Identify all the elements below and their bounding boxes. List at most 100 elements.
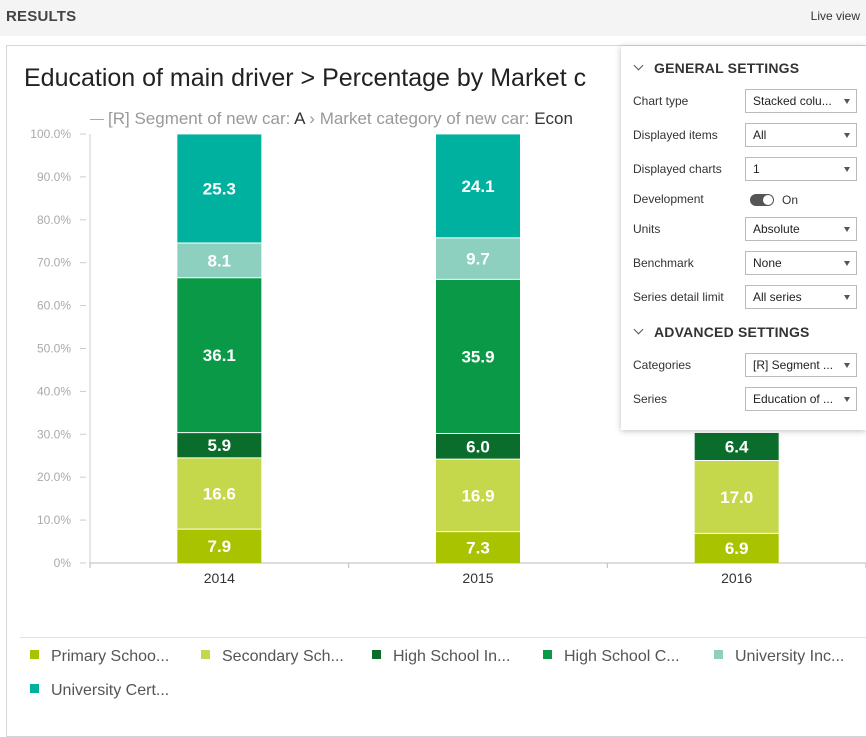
data-label: 5.9 <box>208 436 232 455</box>
general-settings-heading[interactable]: GENERAL SETTINGS <box>633 60 800 76</box>
y-tick-label: 70.0% <box>37 256 71 270</box>
benchmark-select[interactable]: None <box>745 251 857 275</box>
y-tick-label: 40.0% <box>37 384 71 398</box>
x-tick-label: 2014 <box>204 570 235 586</box>
results-title: RESULTS <box>6 8 77 25</box>
legend-label: University Inc... <box>735 648 845 665</box>
development-toggle[interactable] <box>750 194 774 206</box>
y-tick-label: 30.0% <box>37 427 71 441</box>
legend-divider <box>20 637 866 638</box>
dropdown-caret-icon <box>844 99 850 104</box>
legend-label: High School In... <box>393 648 511 665</box>
legend-swatch <box>30 684 39 694</box>
legend-swatch <box>372 650 381 660</box>
subtitle-series-value: Econ <box>534 109 573 128</box>
bar-segment <box>436 279 520 434</box>
benchmark-value: None <box>753 256 782 270</box>
y-tick-label: 50.0% <box>37 342 71 356</box>
live-view-link[interactable]: Live view <box>810 9 860 23</box>
legend-swatch <box>543 650 552 660</box>
chevron-down-icon <box>633 324 644 335</box>
categories-value: [R] Segment ... <box>753 358 834 372</box>
data-label: 6.9 <box>725 539 749 558</box>
legend-label: Secondary Sch... <box>222 648 344 665</box>
series-select[interactable]: Education of ... <box>745 387 857 411</box>
data-label: 8.1 <box>208 251 232 270</box>
bar-segment <box>177 457 262 530</box>
y-tick-label: 60.0% <box>37 299 71 313</box>
bar-segment <box>436 134 520 238</box>
legend-item[interactable]: High School C... <box>543 648 680 666</box>
bar-segment <box>177 134 262 243</box>
data-label: 35.9 <box>461 347 494 366</box>
bar-segment <box>694 460 779 534</box>
data-label: 6.4 <box>725 438 749 457</box>
data-label: 7.3 <box>466 538 490 557</box>
bar-segment <box>694 533 779 563</box>
legend-swatch <box>30 650 39 660</box>
legend-item[interactable]: High School In... <box>372 648 510 666</box>
series-value: Education of ... <box>753 392 834 406</box>
legend-swatch <box>201 650 210 660</box>
general-settings-label: GENERAL SETTINGS <box>654 60 800 76</box>
bar-segment <box>436 237 520 280</box>
legend-item[interactable]: University Cert... <box>30 682 169 700</box>
dropdown-caret-icon <box>844 167 850 172</box>
dropdown-caret-icon <box>844 295 850 300</box>
units-label: Units <box>633 222 661 236</box>
displayed-items-select[interactable]: All <box>745 123 857 147</box>
bar-segment <box>694 433 779 461</box>
displayed-charts-label: Displayed charts <box>633 162 722 176</box>
settings-panel: GENERAL SETTINGS Chart type Stacked colu… <box>621 46 866 430</box>
chart-title: Education of main driver > Percentage by… <box>24 64 587 92</box>
dropdown-caret-icon <box>844 363 850 368</box>
y-tick-label: 80.0% <box>37 213 71 227</box>
series-label: Series <box>633 392 668 406</box>
bar-segment <box>177 432 262 458</box>
advanced-settings-heading[interactable]: ADVANCED SETTINGS <box>633 324 810 340</box>
development-toggle-state: On <box>782 193 799 207</box>
y-tick-label: 0% <box>54 556 72 570</box>
stacked-column-chart: 0% 10.0% 20.0% 30.0% 40.0% 50.0% 60.0% 70.0% 80.… <box>30 127 866 586</box>
chart-subtitle: [R] Segment of new car: A › Market categ… <box>90 109 573 129</box>
legend-item[interactable]: Secondary Sch... <box>201 648 344 666</box>
units-select[interactable]: Absolute <box>745 217 857 241</box>
dropdown-caret-icon <box>844 227 850 232</box>
displayed-charts-select[interactable]: 1 <box>745 157 857 181</box>
x-tick-label: 2015 <box>462 570 493 586</box>
bar-segment <box>436 459 520 532</box>
data-label: 16.9 <box>461 486 494 505</box>
y-tick-label: 10.0% <box>37 513 71 527</box>
legend-label: University Cert... <box>51 682 170 699</box>
displayed-items-value: All <box>753 128 767 142</box>
chart-type-value: Stacked colu... <box>753 94 832 108</box>
chevron-down-icon <box>633 60 644 71</box>
y-tick-label: 20.0% <box>37 470 71 484</box>
categories-select[interactable]: [R] Segment ... <box>745 353 857 377</box>
y-tick-label: 100.0% <box>30 127 71 141</box>
data-label: 24.1 <box>461 177 494 196</box>
data-label: 6.0 <box>466 437 490 456</box>
series-detail-limit-select[interactable]: All series <box>745 285 857 309</box>
dropdown-caret-icon <box>844 261 850 266</box>
chart-type-select[interactable]: Stacked colu... <box>745 89 857 113</box>
legend-label: High School C... <box>564 648 680 665</box>
units-value: Absolute <box>753 222 800 236</box>
series-detail-limit-value: All series <box>753 290 802 304</box>
legend-item[interactable]: University Inc... <box>714 648 844 666</box>
data-label: 36.1 <box>203 346 236 365</box>
displayed-charts-value: 1 <box>753 162 760 176</box>
legend-swatch <box>714 650 723 660</box>
displayed-items-label: Displayed items <box>633 128 718 142</box>
development-label: Development <box>633 192 704 206</box>
results-header-bar: RESULTS Live view <box>0 0 866 36</box>
dropdown-caret-icon <box>844 133 850 138</box>
subtitle-dash <box>90 119 104 121</box>
subtitle-series-label: Market category of new car: <box>319 109 530 128</box>
legend-item[interactable]: Primary Schoo... <box>30 648 169 666</box>
bar-segment <box>177 529 262 563</box>
x-tick-label: 2016 <box>721 570 752 586</box>
benchmark-label: Benchmark <box>633 256 694 270</box>
bar-segment <box>436 433 520 460</box>
advanced-settings-label: ADVANCED SETTINGS <box>654 324 810 340</box>
